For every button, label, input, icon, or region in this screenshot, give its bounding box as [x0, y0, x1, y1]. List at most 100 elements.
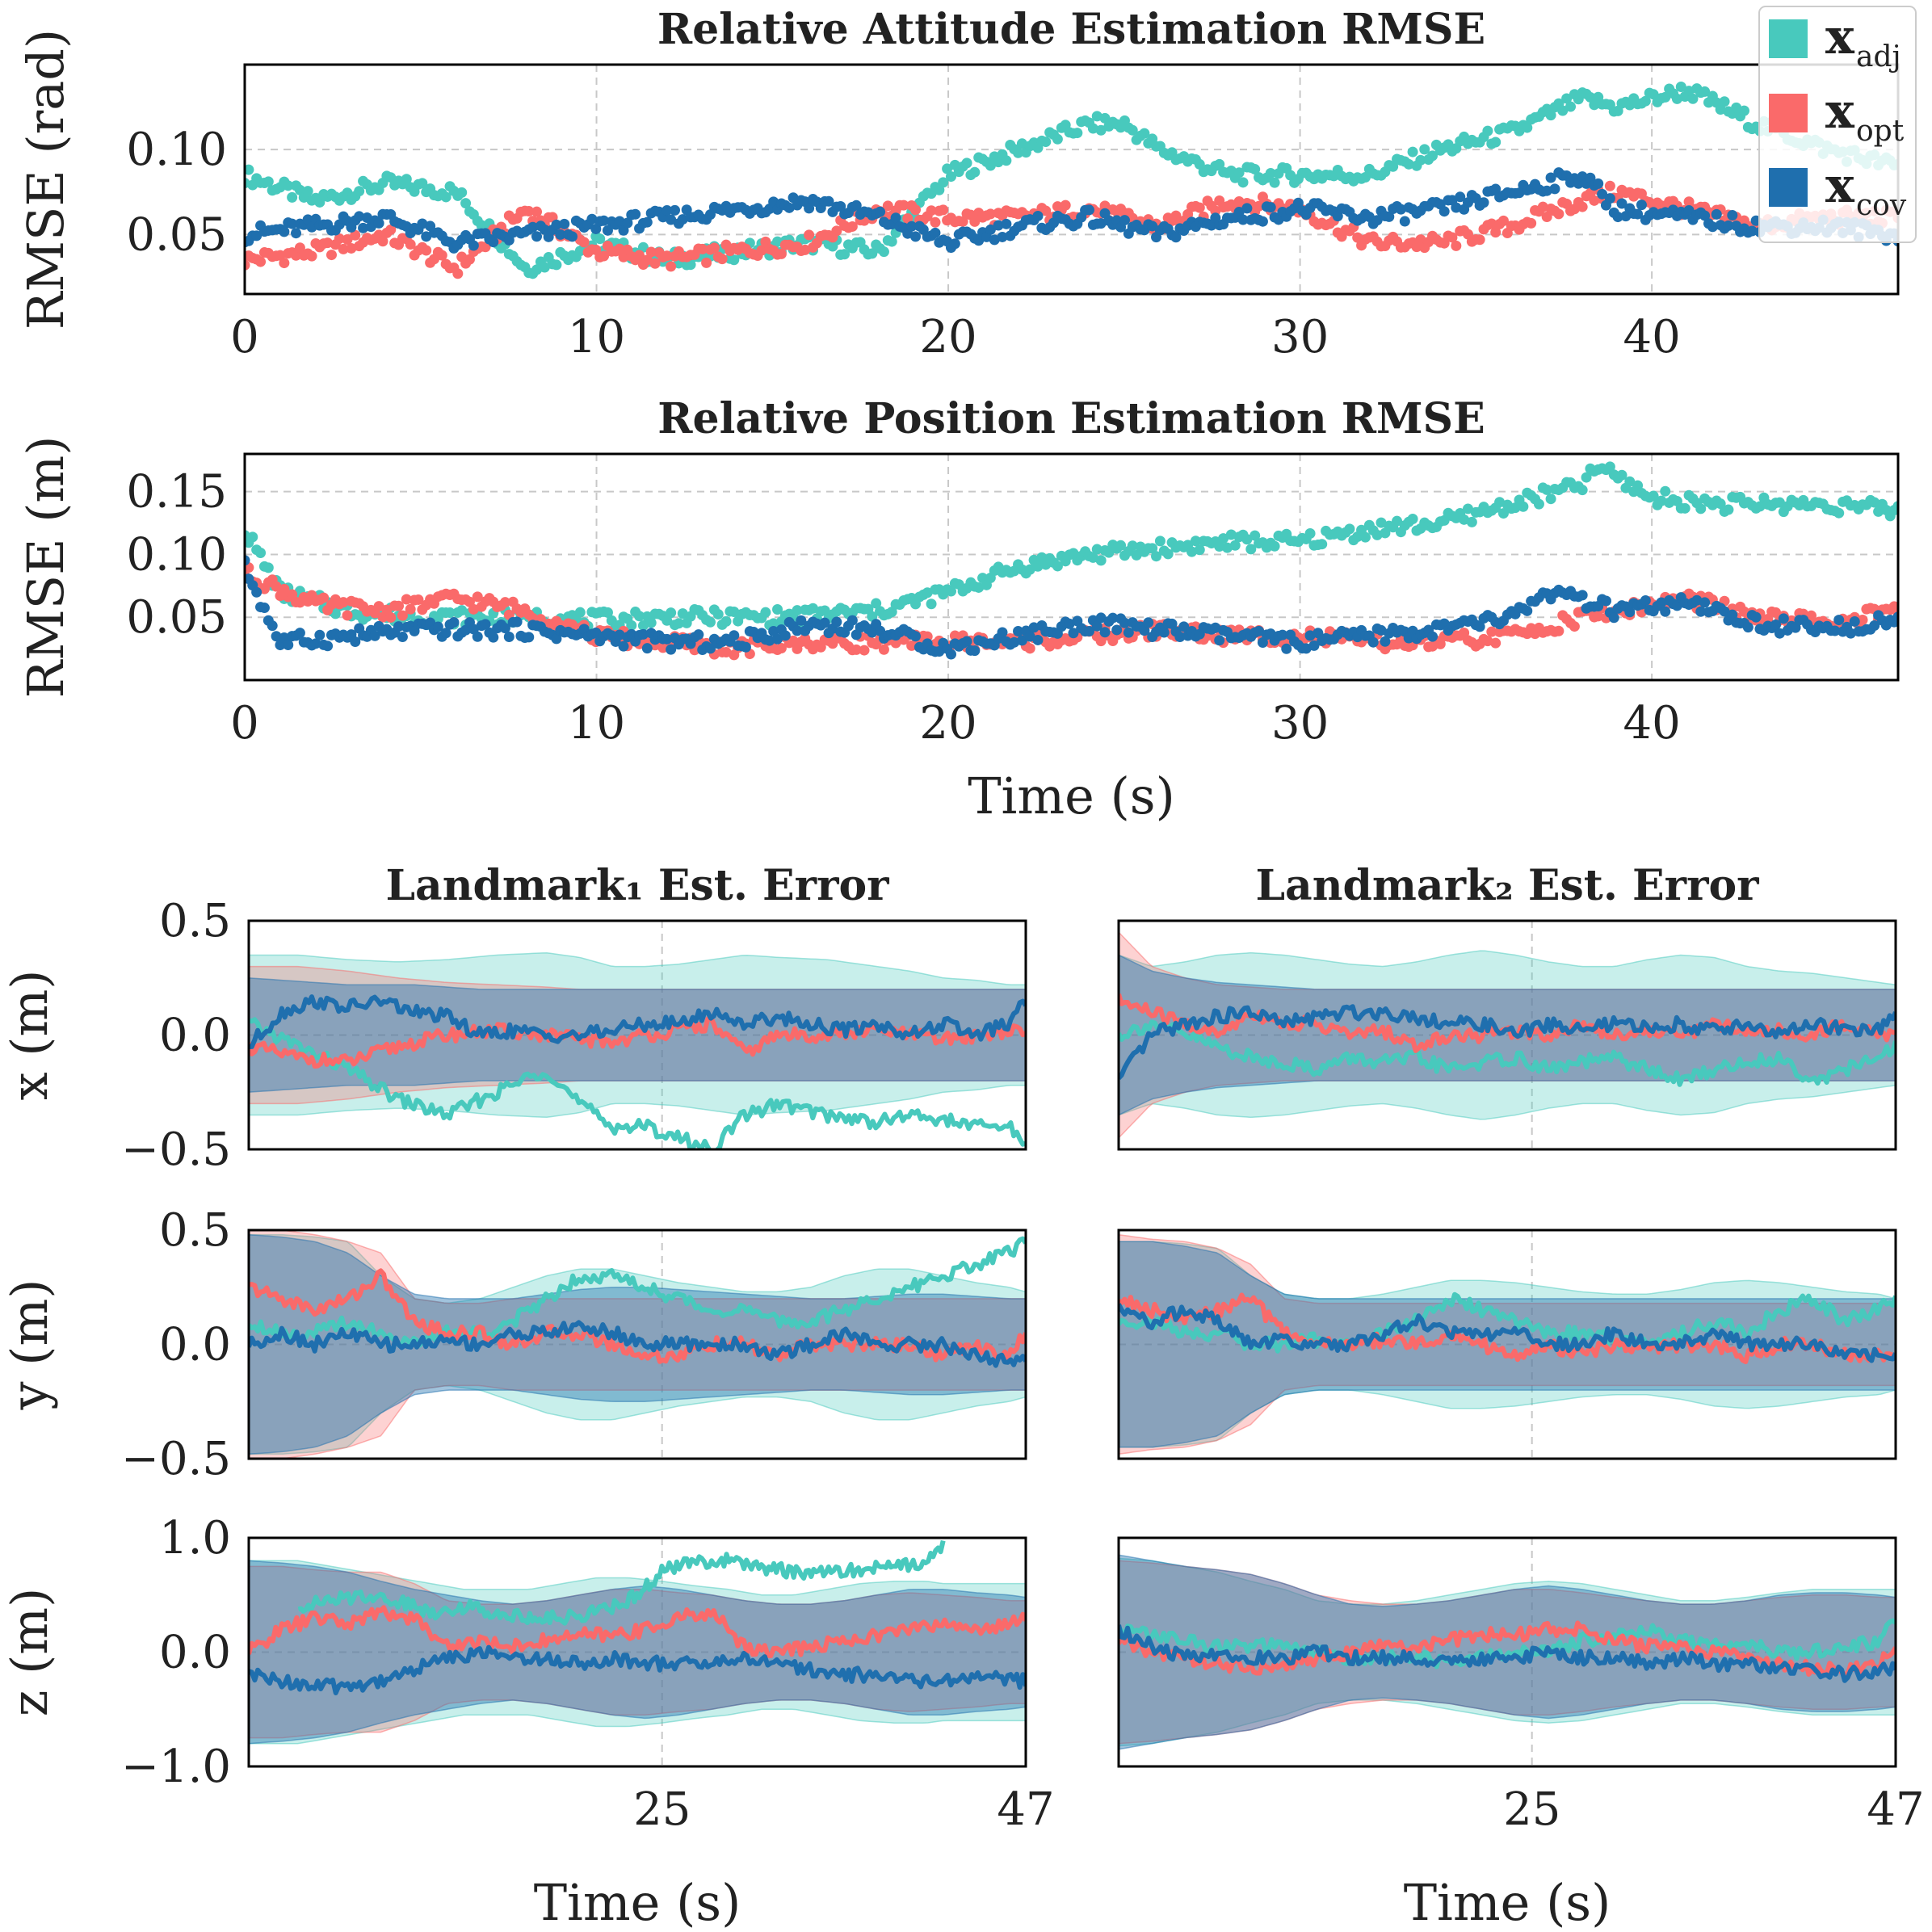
point-opt [350, 229, 361, 241]
point-opt [666, 261, 677, 272]
point-adj [1581, 472, 1592, 483]
point-opt [756, 245, 767, 256]
point-opt [338, 597, 349, 608]
point-adj [942, 163, 953, 174]
point-adj [1269, 177, 1280, 188]
line-adj [249, 1236, 1026, 1348]
point-adj [1052, 133, 1063, 145]
point-opt [1194, 202, 1205, 213]
point-cov [350, 636, 361, 648]
point-cov [1656, 597, 1667, 608]
point-adj [677, 608, 688, 620]
point-adj [1624, 476, 1636, 487]
point-opt [306, 250, 317, 262]
point-adj [1190, 536, 1201, 547]
point-adj [1604, 461, 1615, 472]
point-opt [452, 268, 464, 279]
axes-frame [1117, 1228, 1897, 1460]
point-adj [456, 605, 468, 616]
point-cov [1068, 628, 1079, 639]
point-adj [768, 618, 779, 629]
point-cov [772, 633, 783, 645]
xtick-label: 0 [230, 311, 259, 363]
legend-swatch [1769, 168, 1808, 207]
point-cov [729, 630, 740, 641]
point-cov [1770, 619, 1782, 630]
point-cov [1210, 622, 1221, 633]
line-cov [1119, 1303, 1896, 1363]
axes-frame [247, 919, 1027, 1151]
point-adj [287, 191, 298, 203]
point-cov [1632, 208, 1644, 220]
point-opt [788, 635, 799, 646]
point-opt [1099, 200, 1111, 212]
point-cov [677, 214, 688, 225]
point-adj [1675, 81, 1686, 92]
point-cov [764, 635, 775, 646]
point-opt [878, 644, 889, 655]
point-adj [1072, 128, 1083, 139]
point-cov [1376, 624, 1387, 636]
point-opt [468, 603, 479, 615]
line-opt [249, 1268, 1026, 1364]
axes-frame [243, 452, 1900, 682]
point-opt [1415, 234, 1426, 246]
point-adj [666, 607, 677, 619]
point-cov [1723, 220, 1734, 231]
point-adj [1462, 503, 1473, 514]
point-opt [1474, 234, 1485, 246]
point-cov [1636, 200, 1647, 211]
point-cov [1237, 214, 1249, 225]
point-cov [630, 208, 641, 220]
point-cov [531, 231, 543, 242]
chart-attitude: 0.05 0.10 0 10 20 30 40 Relative Attitude Estim… [16, 5, 1900, 363]
point-cov [1032, 634, 1044, 645]
point-adj [973, 582, 985, 593]
point-opt [342, 610, 353, 621]
point-opt [827, 638, 838, 649]
point-adj [938, 177, 949, 188]
point-cov [334, 219, 345, 230]
point-opt [708, 242, 720, 254]
chart-title: Relative Position Estimation RMSE [657, 394, 1485, 443]
point-opt [1589, 195, 1600, 206]
plot-area [249, 1539, 1026, 1745]
point-cov [969, 645, 981, 657]
point-adj [354, 186, 365, 197]
plot-area [245, 461, 1898, 661]
point-opt [716, 254, 728, 265]
point-adj [1013, 147, 1024, 158]
point-adj [1510, 502, 1521, 514]
point-cov [779, 630, 791, 641]
point-cov [1695, 606, 1707, 617]
point-opt [1806, 610, 1817, 621]
point-adj [1731, 102, 1742, 113]
point-adj [969, 166, 981, 178]
axes-frame [1117, 919, 1897, 1151]
line-opt [1119, 1292, 1896, 1364]
point-adj [637, 242, 649, 253]
point-cov [1028, 622, 1040, 633]
point-cov [1742, 622, 1754, 633]
point-cov [792, 625, 803, 636]
point-cov [1829, 625, 1841, 636]
point-adj [1723, 504, 1734, 515]
point-adj [712, 608, 724, 620]
point-adj [1359, 172, 1371, 183]
ytick-label: 0.0 [159, 1319, 231, 1371]
legend-item-cov: x cov [1769, 158, 1907, 222]
point-cov [1451, 202, 1462, 213]
point-adj [1147, 543, 1158, 554]
point-adj [637, 620, 649, 632]
point-cov [271, 631, 282, 642]
point-opt [1451, 240, 1462, 251]
point-adj [1403, 158, 1414, 170]
point-opt [385, 611, 397, 623]
point-opt [649, 258, 661, 269]
point-cov [1371, 215, 1383, 226]
point-cov [934, 645, 945, 657]
legend-label: x [1825, 9, 1855, 65]
point-adj [1407, 146, 1418, 158]
point-adj [1127, 540, 1138, 552]
point-adj [245, 164, 254, 175]
